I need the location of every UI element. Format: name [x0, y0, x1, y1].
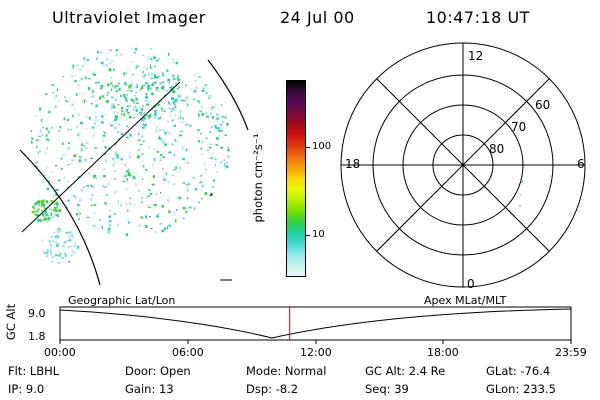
altitude-curve [59, 308, 572, 339]
ip-value: 9.0 [25, 382, 45, 396]
timeline-ytick-1.8: 1.8 [28, 330, 46, 343]
date-label: 24 Jul 00 [280, 8, 355, 27]
glat-value: -76.4 [520, 364, 551, 378]
limb-arc-upper [207, 59, 249, 131]
mlat-label-70: 70 [511, 120, 526, 134]
timeline-xtick-1800: 18:00 [427, 346, 459, 359]
dsp-label: Dsp: -8.2 [246, 382, 299, 396]
seq-value: 39 [394, 382, 409, 396]
glon-label: GLon: 233.5 [486, 382, 556, 396]
mlat-label-60: 60 [535, 98, 550, 112]
mlt-label-12: 12 [468, 49, 483, 63]
instrument-title: Ultraviolet Imager [52, 8, 206, 27]
colorbar [286, 80, 306, 277]
timeline-right-title: Apex MLat/MLT [424, 294, 507, 307]
earth-limb-arc [19, 149, 101, 286]
colorbar-tick-10: 10 [312, 229, 325, 240]
gain-label: Gain: 13 [125, 382, 174, 396]
timeline-left-title: Geographic Lat/Lon [68, 294, 176, 307]
ip-label: IP: 9.0 [8, 382, 45, 396]
mlt-label-18: 18 [345, 157, 360, 171]
timeline-xtick-1200: 12:00 [300, 346, 332, 359]
mode-label: Mode: Normal [246, 364, 327, 378]
door-value: Open [159, 364, 191, 378]
aurora-emission-speckles [30, 47, 231, 264]
gain-value: 13 [158, 382, 174, 396]
seq-label: Seq: 39 [365, 382, 409, 396]
glon-value: 233.5 [522, 382, 556, 396]
timeline-xtick-2359: 23:59 [555, 346, 587, 359]
mode-value: Normal [284, 364, 327, 378]
glat-label: GLat: -76.4 [486, 364, 551, 378]
colorbar-tick-100: 100 [312, 141, 332, 152]
timeline-xtick-0600: 06:00 [172, 346, 204, 359]
filter-value: LBHL [29, 364, 60, 378]
mlt-label-6: 6 [577, 157, 585, 171]
timeline-ytick-9: 9.0 [28, 307, 46, 320]
dsp-value: -8.2 [275, 382, 299, 396]
mlt-label-0: 0 [467, 277, 475, 291]
timeline-xtick-0000: 00:00 [44, 346, 76, 359]
meridian-line [21, 81, 181, 233]
gc-alt-value: 2.4 Re [408, 364, 446, 378]
mlat-label-80: 80 [489, 142, 504, 156]
door-label: Door: Open [125, 364, 191, 378]
time-label: 10:47:18 UT [426, 8, 530, 27]
filter-label: Flt: LBHL [8, 364, 60, 378]
gc-alt-label: GC Alt: 2.4 Re [365, 364, 446, 378]
